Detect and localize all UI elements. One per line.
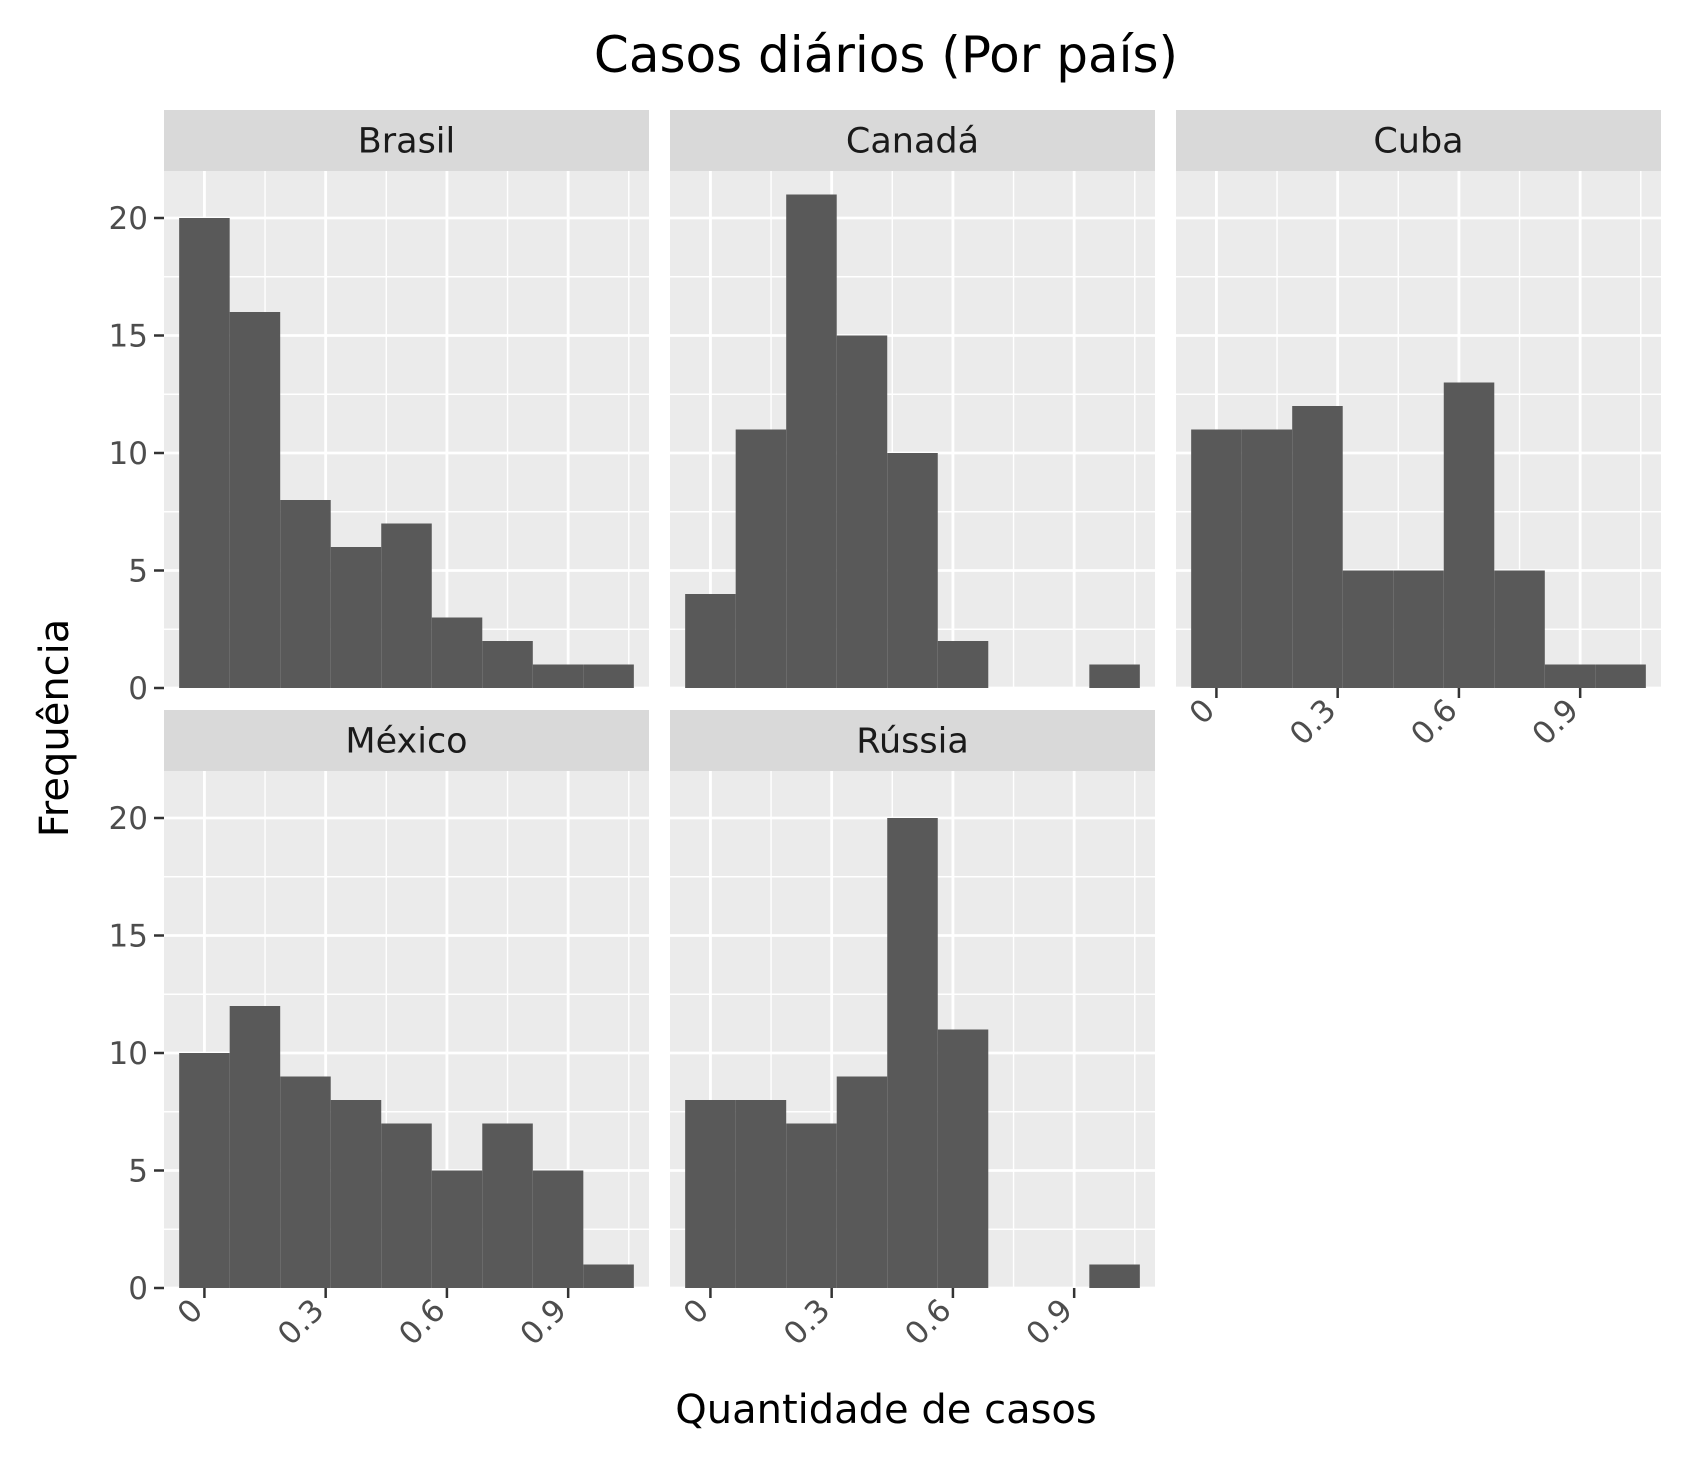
facet-brasil: Brasil 0 5 10 15 20 [109,110,649,707]
histogram-bar [685,594,736,688]
histogram-bar [280,500,331,688]
histogram-bar [482,641,533,688]
y-tick-label: 15 [109,919,148,955]
histogram-bar [887,818,938,1288]
histogram-bar [786,1123,837,1288]
facet-russia: Rússia 0 0.3 0.6 0.9 [670,710,1155,1353]
y-tick-label: 0 [128,671,148,707]
histogram-bar [735,1100,787,1288]
facet-strip-background [164,110,649,171]
x-tick-label: 0 [1183,692,1222,731]
histogram-bar [381,1123,432,1288]
facet-strip-label: Canadá [846,122,979,162]
histogram-bar [229,1006,281,1288]
facet-strip-background [670,710,1155,771]
y-tick-label: 10 [109,436,148,472]
facet-strip-background [670,110,1155,171]
histogram-bar [583,664,634,688]
y-tick-label: 20 [109,801,148,837]
facet-strip-label: Rússia [856,722,969,762]
x-tick-label: 0.6 [1404,692,1464,752]
histogram-bar [431,617,483,688]
x-tick-label: 0.6 [392,1292,452,1352]
histogram-bar [1595,664,1646,688]
histogram-bar [1342,570,1394,688]
y-tick-label: 5 [128,554,148,590]
histogram-bar [1393,570,1444,688]
histogram-bar [1443,382,1495,688]
facet-mexico: México 0 5 10 15 20 0 0.3 0.6 0.9 [109,710,649,1353]
chart-title: Casos diários (Por país) [594,26,1178,84]
x-tick-label: 0.9 [513,1292,573,1352]
histogram-bar [1544,664,1596,688]
histogram-bar [381,523,432,688]
x-tick-label: 0.9 [1019,1292,1079,1352]
histogram-bar [1494,570,1545,688]
histogram-bar [1089,1264,1140,1288]
y-tick-label: 20 [109,201,148,237]
histogram-bar [532,664,584,688]
x-tick-label: 0 [171,1292,210,1331]
facet-cuba: Cuba 0 0.3 0.6 0.9 [1176,110,1661,753]
x-tick-label: 0.3 [777,1292,837,1352]
histogram-bar [532,1170,584,1288]
x-tick-label: 0.3 [271,1292,331,1352]
facet-strip-background [164,710,649,771]
y-axis-label: Frequência [32,619,78,838]
histogram-bar [229,312,281,688]
histogram-bar [836,1076,888,1288]
facet-canada: Canadá [670,110,1155,690]
histogram-bar [482,1123,533,1288]
histogram-bar [887,453,938,688]
histogram-bar [1241,429,1293,688]
histogram-bar [1191,429,1242,688]
histogram-bar [1089,664,1140,688]
y-tick-label: 15 [109,319,148,355]
y-tick-label: 10 [109,1036,148,1072]
histogram-bar [786,194,837,688]
x-axis-label: Quantidade de casos [675,1387,1096,1433]
y-tick-label: 0 [128,1271,148,1307]
x-tick-label: 0 [677,1292,716,1331]
histogram-bar [836,335,888,688]
histogram-bar [330,547,382,688]
histogram-bar [179,218,230,688]
facet-strip-label: México [345,722,467,762]
histogram-bar [431,1170,483,1288]
histogram-bar [280,1076,331,1288]
histogram-bar [179,1053,230,1288]
histogram-bar [937,1029,989,1288]
histogram-bar [1292,406,1343,688]
histogram-bar [735,429,787,688]
facet-strip-background [1176,110,1661,171]
x-tick-label: 0.9 [1525,692,1585,752]
histogram-bar [685,1100,736,1288]
x-tick-label: 0.6 [898,1292,958,1352]
histogram-bar [937,641,989,688]
histogram-bar [583,1264,634,1288]
histogram-bar [330,1100,382,1288]
facet-strip-label: Brasil [358,122,456,162]
y-tick-label: 5 [128,1154,148,1190]
x-tick-label: 0.3 [1283,692,1343,752]
facet-strip-label: Cuba [1373,122,1463,162]
